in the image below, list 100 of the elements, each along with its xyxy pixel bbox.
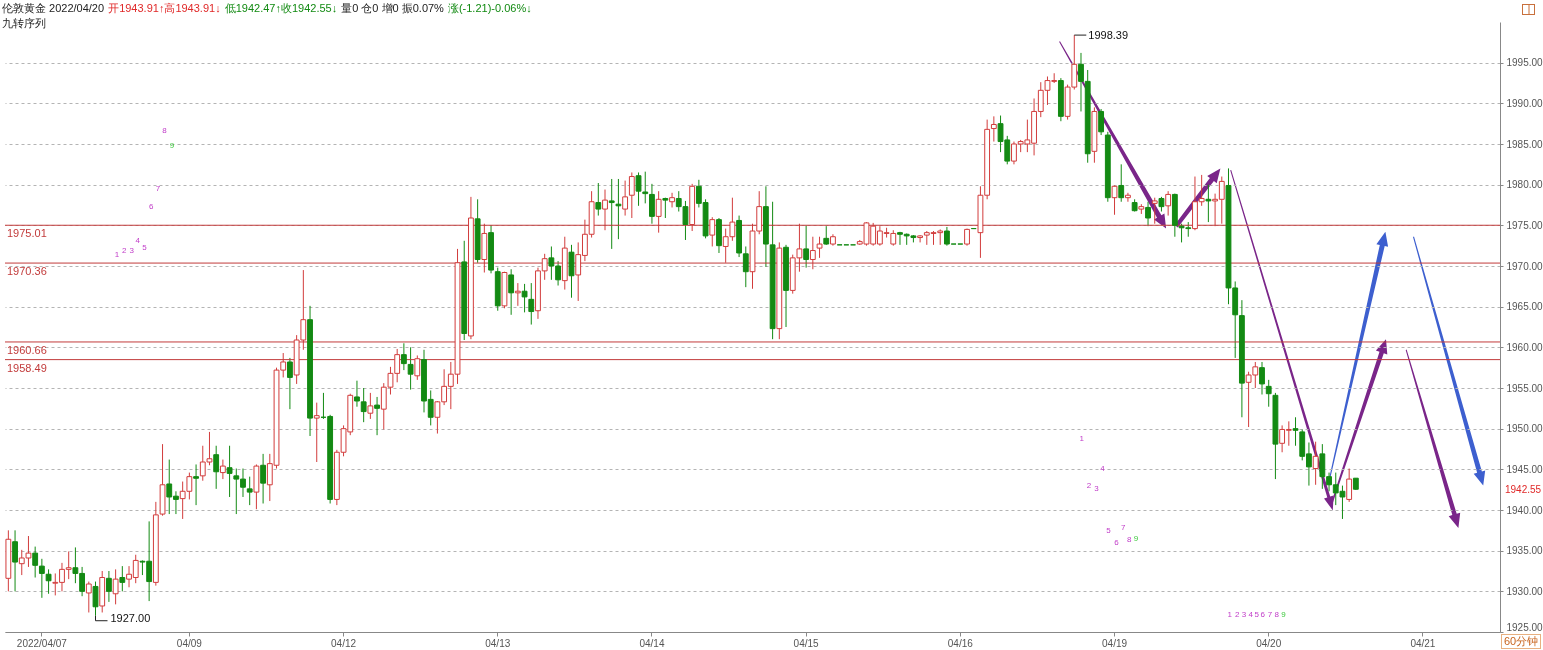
text: 1942.55 bbox=[1505, 483, 1542, 495]
x-tick-label: 04/12 bbox=[331, 637, 357, 649]
candlestick bbox=[374, 396, 380, 436]
candlestick bbox=[809, 236, 816, 270]
candlestick bbox=[85, 581, 92, 613]
candlestick bbox=[1259, 361, 1265, 396]
candlestick bbox=[106, 570, 112, 603]
annotation: 8 bbox=[162, 125, 168, 135]
candlestick bbox=[628, 171, 635, 219]
candlestick bbox=[508, 268, 515, 316]
x-tick-label: 04/14 bbox=[639, 637, 665, 649]
candlestick bbox=[287, 357, 293, 410]
annotation: 7 bbox=[1267, 610, 1273, 620]
y-tick-label: 1940.00 bbox=[1506, 504, 1543, 516]
y-tick-label: 1970.00 bbox=[1506, 260, 1543, 272]
annotation: 1998.39 bbox=[1088, 29, 1129, 42]
x-tick-label: 04/19 bbox=[1102, 637, 1128, 649]
candlestick bbox=[669, 192, 675, 208]
annotation: 9 bbox=[1133, 533, 1139, 543]
candlestick bbox=[803, 224, 810, 269]
candlestick bbox=[1118, 163, 1125, 203]
candlestick bbox=[649, 183, 655, 225]
y-tick-label: 1945.00 bbox=[1506, 463, 1543, 475]
ref-line-label: 1960.66 bbox=[7, 343, 47, 356]
candlestick bbox=[313, 402, 320, 463]
candlestick bbox=[990, 115, 997, 143]
x-tick-label: 04/20 bbox=[1256, 637, 1282, 649]
annotation: 6 bbox=[148, 202, 154, 212]
annotation: 8 bbox=[1274, 610, 1280, 620]
text: 量0 仓0 增0 振0.07% bbox=[341, 2, 444, 14]
x-tick-label: 2022/04/07 bbox=[16, 637, 68, 649]
annotation: 9 bbox=[169, 141, 175, 151]
annotation: 9 bbox=[1281, 610, 1287, 620]
candlestick bbox=[45, 568, 52, 595]
annotation: 4 bbox=[135, 236, 141, 246]
annotation: 1 bbox=[114, 250, 120, 260]
y-tick-label: 1960.00 bbox=[1506, 341, 1543, 353]
candlestick bbox=[521, 283, 528, 313]
candlestick bbox=[823, 225, 830, 246]
y-tick-label: 1930.00 bbox=[1506, 585, 1543, 597]
y-tick-label: 1975.00 bbox=[1506, 219, 1543, 231]
annotation: 5 bbox=[1106, 525, 1112, 535]
x-tick-label: 04/13 bbox=[485, 637, 511, 649]
candlestick bbox=[655, 190, 662, 234]
text: 开1943.91↑高1943.91↓ bbox=[108, 2, 221, 14]
chart-subtitle: 九转序列 bbox=[2, 16, 46, 30]
annotation: 6 bbox=[1260, 610, 1266, 620]
candlestick bbox=[1098, 108, 1105, 136]
x-tick-label: 04/09 bbox=[176, 637, 203, 649]
y-tick-label: 1925.00 bbox=[1506, 621, 1543, 633]
annotation: 7 bbox=[155, 184, 161, 194]
ref-line-label: 1975.01 bbox=[7, 227, 47, 240]
candlestick bbox=[816, 236, 823, 259]
annotation: 3 bbox=[129, 246, 135, 256]
candlestick bbox=[568, 244, 575, 299]
text: 60分钟 bbox=[1501, 634, 1542, 649]
candlestick bbox=[407, 346, 414, 391]
chart-title: 伦敦黄金 2022/04/20 bbox=[2, 2, 105, 14]
x-tick-label: 04/21 bbox=[1410, 637, 1436, 649]
candlestick bbox=[709, 216, 716, 247]
y-tick-label: 1980.00 bbox=[1506, 179, 1543, 191]
candlestick bbox=[400, 342, 407, 371]
candlestick bbox=[622, 180, 629, 217]
candlestick bbox=[1111, 184, 1118, 216]
annotation: 5 bbox=[1254, 610, 1260, 620]
annotation: 6 bbox=[1114, 538, 1120, 548]
candlestick bbox=[246, 476, 253, 506]
x-tick-label: 04/15 bbox=[793, 637, 820, 649]
ref-line-label: 1970.36 bbox=[7, 265, 47, 278]
text: 低1942.47↑收1942.55↓ bbox=[224, 2, 338, 14]
annotation: 8 bbox=[1127, 534, 1133, 544]
annotation: 4 bbox=[1100, 464, 1106, 474]
candlestick bbox=[1265, 379, 1272, 408]
y-tick-label: 1965.00 bbox=[1506, 301, 1543, 313]
candlestick bbox=[213, 445, 220, 490]
annotation: 3 bbox=[1094, 484, 1100, 494]
candlestick bbox=[112, 568, 119, 605]
y-tick-label: 1955.00 bbox=[1506, 382, 1543, 394]
candlestick bbox=[414, 354, 421, 381]
candlestick bbox=[1292, 416, 1299, 447]
annotation: 3 bbox=[1241, 610, 1247, 620]
y-tick-label: 1935.00 bbox=[1506, 545, 1543, 557]
y-tick-label: 1995.00 bbox=[1506, 57, 1543, 69]
candlestick bbox=[1145, 201, 1151, 227]
y-tick-label: 1950.00 bbox=[1506, 423, 1543, 435]
candlestick bbox=[602, 189, 608, 231]
candlestick bbox=[119, 565, 126, 592]
annotation: 4 bbox=[1248, 610, 1254, 620]
candlestick bbox=[1165, 190, 1172, 217]
candlestick bbox=[595, 182, 602, 217]
candlestick bbox=[260, 453, 267, 504]
candlestick bbox=[1312, 441, 1319, 486]
ref-line-label: 1958.49 bbox=[7, 361, 47, 374]
candlestick bbox=[226, 445, 233, 498]
candlestick bbox=[367, 392, 374, 420]
candlestick bbox=[219, 459, 226, 480]
candlestick bbox=[193, 463, 199, 506]
candlestick bbox=[1346, 468, 1353, 503]
candlestick bbox=[1125, 192, 1131, 203]
y-tick-label: 1990.00 bbox=[1506, 97, 1543, 109]
